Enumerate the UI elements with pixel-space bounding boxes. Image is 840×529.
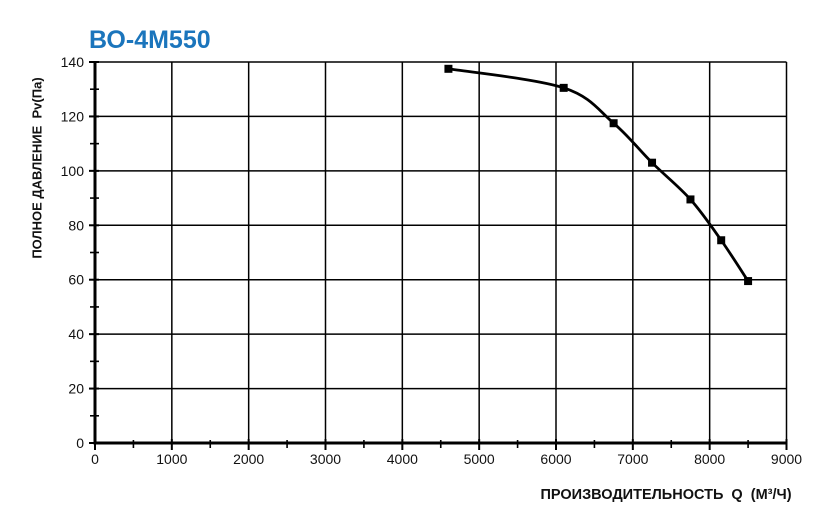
y-tick-label: 100 [61,163,85,179]
data-point-marker [559,83,568,92]
x-tick-label: 0 [91,451,99,467]
y-tick-label: 80 [68,217,84,233]
x-tick-label: 7000 [617,451,648,467]
x-axis-title: ПРОИЗВОДИТЕЛЬНОСТЬ Q (М³/Ч) [540,487,792,503]
data-point-marker [744,277,753,286]
x-tick-label: 3000 [310,451,341,467]
x-tick-label: 6000 [540,451,571,467]
data-point-marker [444,64,453,73]
y-tick-label: 140 [61,54,85,70]
y-tick-label: 120 [61,108,85,124]
y-tick-label: 20 [68,381,84,397]
y-tick-label: 60 [68,272,84,288]
data-point-marker [609,119,618,128]
data-point-marker [717,236,726,245]
x-tick-label: 4000 [387,451,418,467]
x-tick-label: 9000 [771,451,802,467]
data-point-marker [686,195,695,204]
performance-curve [448,67,750,282]
x-tick-label: 2000 [233,451,264,467]
x-tick-label: 5000 [464,451,495,467]
x-tick-label: 8000 [694,451,725,467]
y-tick-label: 40 [68,326,84,342]
chart-title: ВО-4М550 [89,26,211,54]
data-point-marker [648,158,657,167]
x-tick-label: 1000 [156,451,187,467]
y-tick-label: 0 [76,435,84,451]
